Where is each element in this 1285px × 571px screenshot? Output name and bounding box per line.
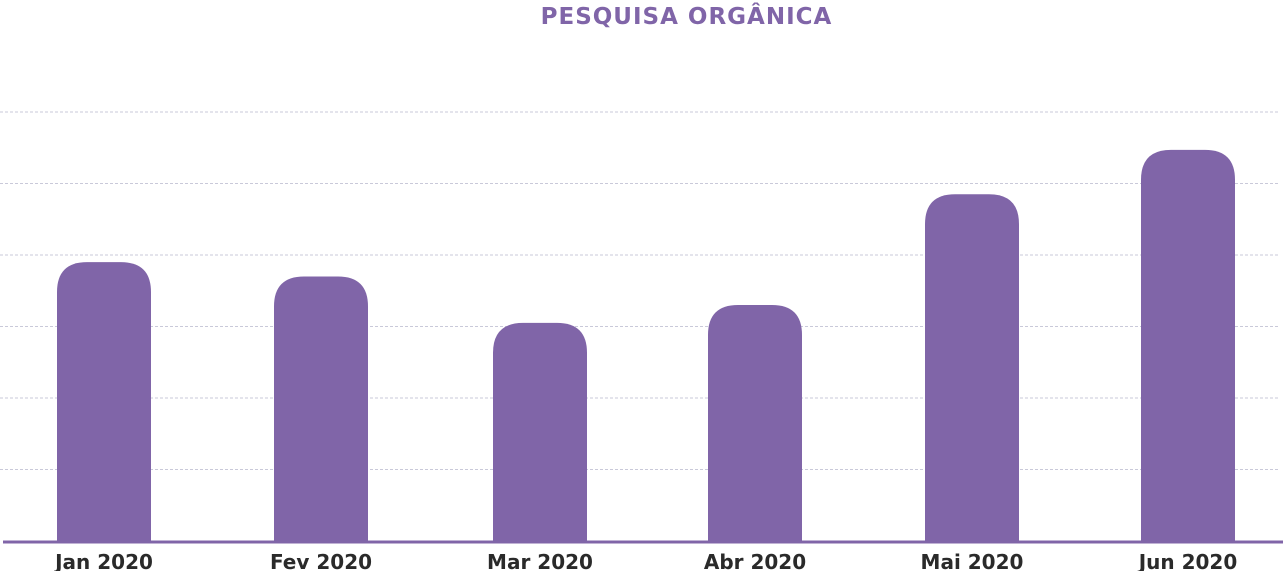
gridlines	[0, 111, 1280, 470]
x-tick-label: Abr 2020	[704, 550, 806, 571]
bar-fev-2020	[274, 276, 368, 541]
bar-jan-2020	[57, 262, 151, 541]
x-tick-label: Jan 2020	[53, 550, 153, 571]
bar-mai-2020	[925, 194, 1019, 541]
x-tick-label: Mai 2020	[921, 550, 1024, 571]
bar-mar-2020	[493, 322, 587, 541]
chart-title: PESQUISA ORGÂNICA	[540, 4, 833, 30]
x-tick-label: Fev 2020	[270, 550, 372, 571]
bar-jun-2020	[1141, 149, 1235, 541]
bars	[57, 149, 1235, 541]
x-tick-label: Jun 2020	[1137, 550, 1238, 571]
bar-abr-2020	[708, 305, 802, 541]
x-tick-labels: Jan 2020 Fev 2020 Mar 2020 Abr 2020 Mai 2020…	[53, 550, 1237, 571]
x-tick-label: Mar 2020	[487, 550, 593, 571]
